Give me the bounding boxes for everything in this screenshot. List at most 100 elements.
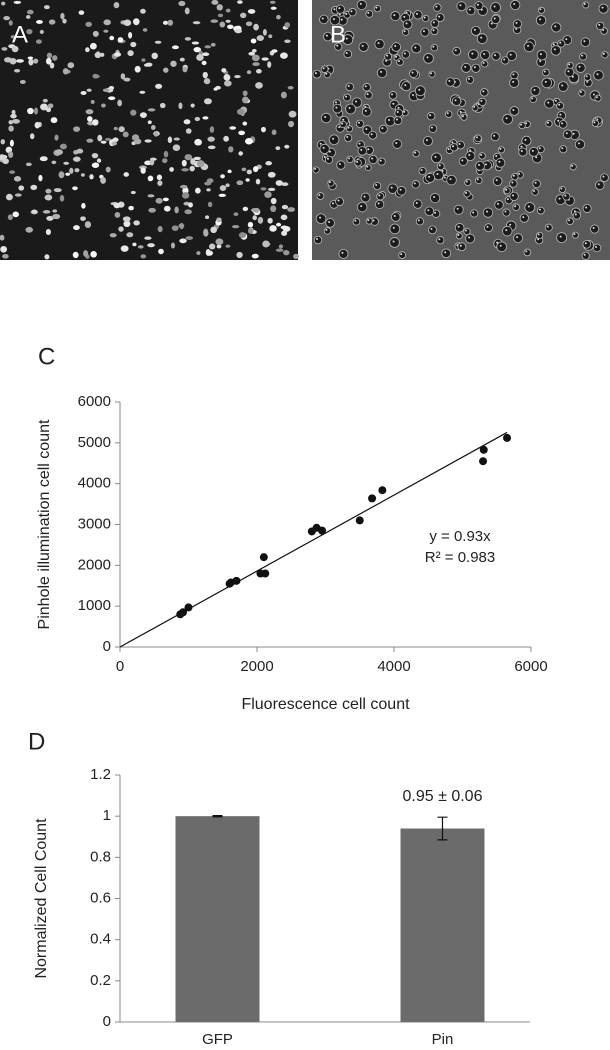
cell-highlight [597, 183, 600, 186]
cell [458, 156, 468, 166]
cell [149, 159, 155, 166]
x-tick-label: 0 [116, 658, 124, 675]
cell-highlight [490, 22, 493, 25]
cell [396, 58, 404, 66]
cell [181, 192, 190, 199]
cell [122, 131, 129, 138]
cell [355, 119, 365, 128]
cell [19, 79, 26, 84]
cell [203, 78, 211, 85]
cell [582, 239, 592, 249]
annotation: 0.95 ± 0.06 [403, 788, 483, 805]
cell-highlight [473, 28, 476, 31]
cell [475, 176, 483, 185]
cell-highlight [568, 219, 571, 222]
cell [223, 135, 229, 142]
cell [362, 83, 371, 92]
cell [391, 212, 401, 222]
cell [227, 169, 232, 174]
cell [247, 221, 254, 228]
cell [10, 113, 17, 119]
cell [494, 200, 504, 210]
cell-highlight [480, 99, 483, 102]
cell [364, 91, 373, 100]
cell-highlight [464, 65, 467, 68]
cell [155, 83, 163, 89]
cell-highlight [457, 225, 460, 228]
annotation: y = 0.93x [429, 528, 491, 545]
cell [537, 6, 545, 14]
cell [72, 156, 81, 162]
cell-highlight [414, 151, 417, 154]
cell-highlight [482, 90, 485, 93]
cell-highlight [428, 175, 431, 178]
cell-highlight [367, 219, 370, 222]
cell-highlight [512, 194, 515, 197]
cell [319, 14, 329, 25]
cell-highlight [535, 156, 538, 159]
cell [551, 22, 562, 33]
cell [11, 109, 16, 115]
cell [53, 188, 62, 193]
cell [478, 97, 487, 107]
cell-highlight [458, 143, 461, 146]
cell-highlight [391, 93, 394, 96]
cell [52, 213, 61, 220]
cell [328, 134, 340, 146]
cell-highlight [583, 2, 586, 5]
cell [113, 2, 120, 9]
cell [188, 202, 193, 208]
cell [536, 206, 545, 215]
cell-highlight [403, 52, 406, 55]
cell [189, 165, 195, 172]
cell [368, 130, 378, 140]
cell [203, 98, 212, 105]
cell-highlight [464, 229, 467, 232]
cell [140, 8, 146, 14]
cell-highlight [338, 7, 341, 10]
cell [128, 31, 133, 39]
cell [45, 188, 52, 194]
cell-highlight [472, 211, 475, 214]
cell [352, 217, 361, 226]
cell-highlight [457, 233, 460, 236]
cell [430, 192, 441, 204]
cell [195, 187, 201, 194]
cell [208, 243, 216, 250]
cell [150, 125, 156, 131]
cell-highlight [568, 63, 571, 66]
cell-highlight [340, 18, 343, 21]
y-tick-label: 0.6 [90, 889, 111, 906]
cell [94, 51, 102, 59]
cell-highlight [325, 228, 328, 231]
cell [287, 85, 294, 90]
cell [509, 191, 519, 201]
cell-highlight [586, 80, 589, 83]
cell [192, 21, 201, 25]
cell [482, 207, 494, 218]
cell [316, 192, 325, 200]
cell [595, 180, 605, 191]
cell [345, 103, 356, 115]
cell-highlight [525, 122, 528, 125]
cell-highlight [547, 101, 550, 104]
cell [562, 192, 571, 201]
cell [148, 207, 156, 213]
cell [185, 128, 192, 134]
cell-highlight [341, 122, 344, 125]
cell [156, 174, 163, 181]
cell-highlight [454, 99, 457, 102]
cell [280, 214, 288, 221]
cell [236, 108, 245, 115]
cell [1, 47, 8, 51]
cell [544, 223, 553, 232]
cell [591, 119, 600, 127]
cell [497, 146, 505, 154]
cell [157, 226, 163, 233]
cell [556, 101, 565, 110]
cell [263, 242, 271, 247]
cell [269, 225, 277, 232]
cell [202, 52, 210, 56]
cell [412, 150, 420, 158]
cell-highlight [509, 223, 512, 226]
